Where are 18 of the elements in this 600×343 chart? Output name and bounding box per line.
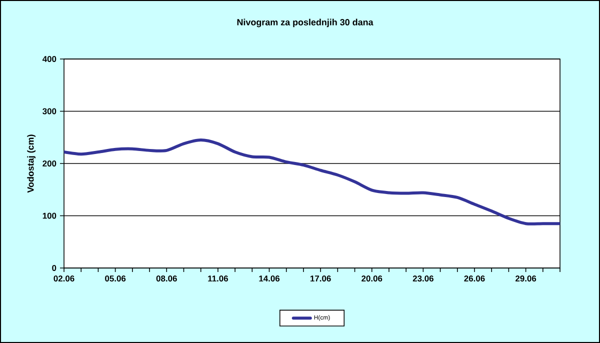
x-tick-label: 05.06: [105, 276, 126, 282]
y-tick-label: 300: [42, 108, 56, 114]
x-tick-label: 23.06: [412, 276, 434, 282]
y-axis-title: Vodostaj (cm): [27, 134, 36, 193]
y-tick-label: 100: [42, 212, 56, 219]
x-tick-label: 02.06: [54, 276, 74, 282]
x-tick-label: 08.06: [156, 276, 177, 282]
x-tick-label: 11.06: [208, 276, 228, 282]
line-series: [64, 138, 560, 226]
x-tick-label: 20.06: [362, 276, 382, 282]
x-tick-label: 17.06: [310, 276, 331, 282]
x-tick-label: 26.06: [464, 276, 485, 282]
x-tick-label: 29.06: [516, 276, 536, 282]
y-tick-label: 400: [42, 56, 56, 62]
x-tick-label: 14.06: [259, 276, 280, 282]
y-tick-label: 0: [52, 265, 56, 271]
chart-title: Nivogram za poslednjih 30 dana: [237, 18, 374, 28]
y-tick-label: 200: [42, 160, 56, 166]
